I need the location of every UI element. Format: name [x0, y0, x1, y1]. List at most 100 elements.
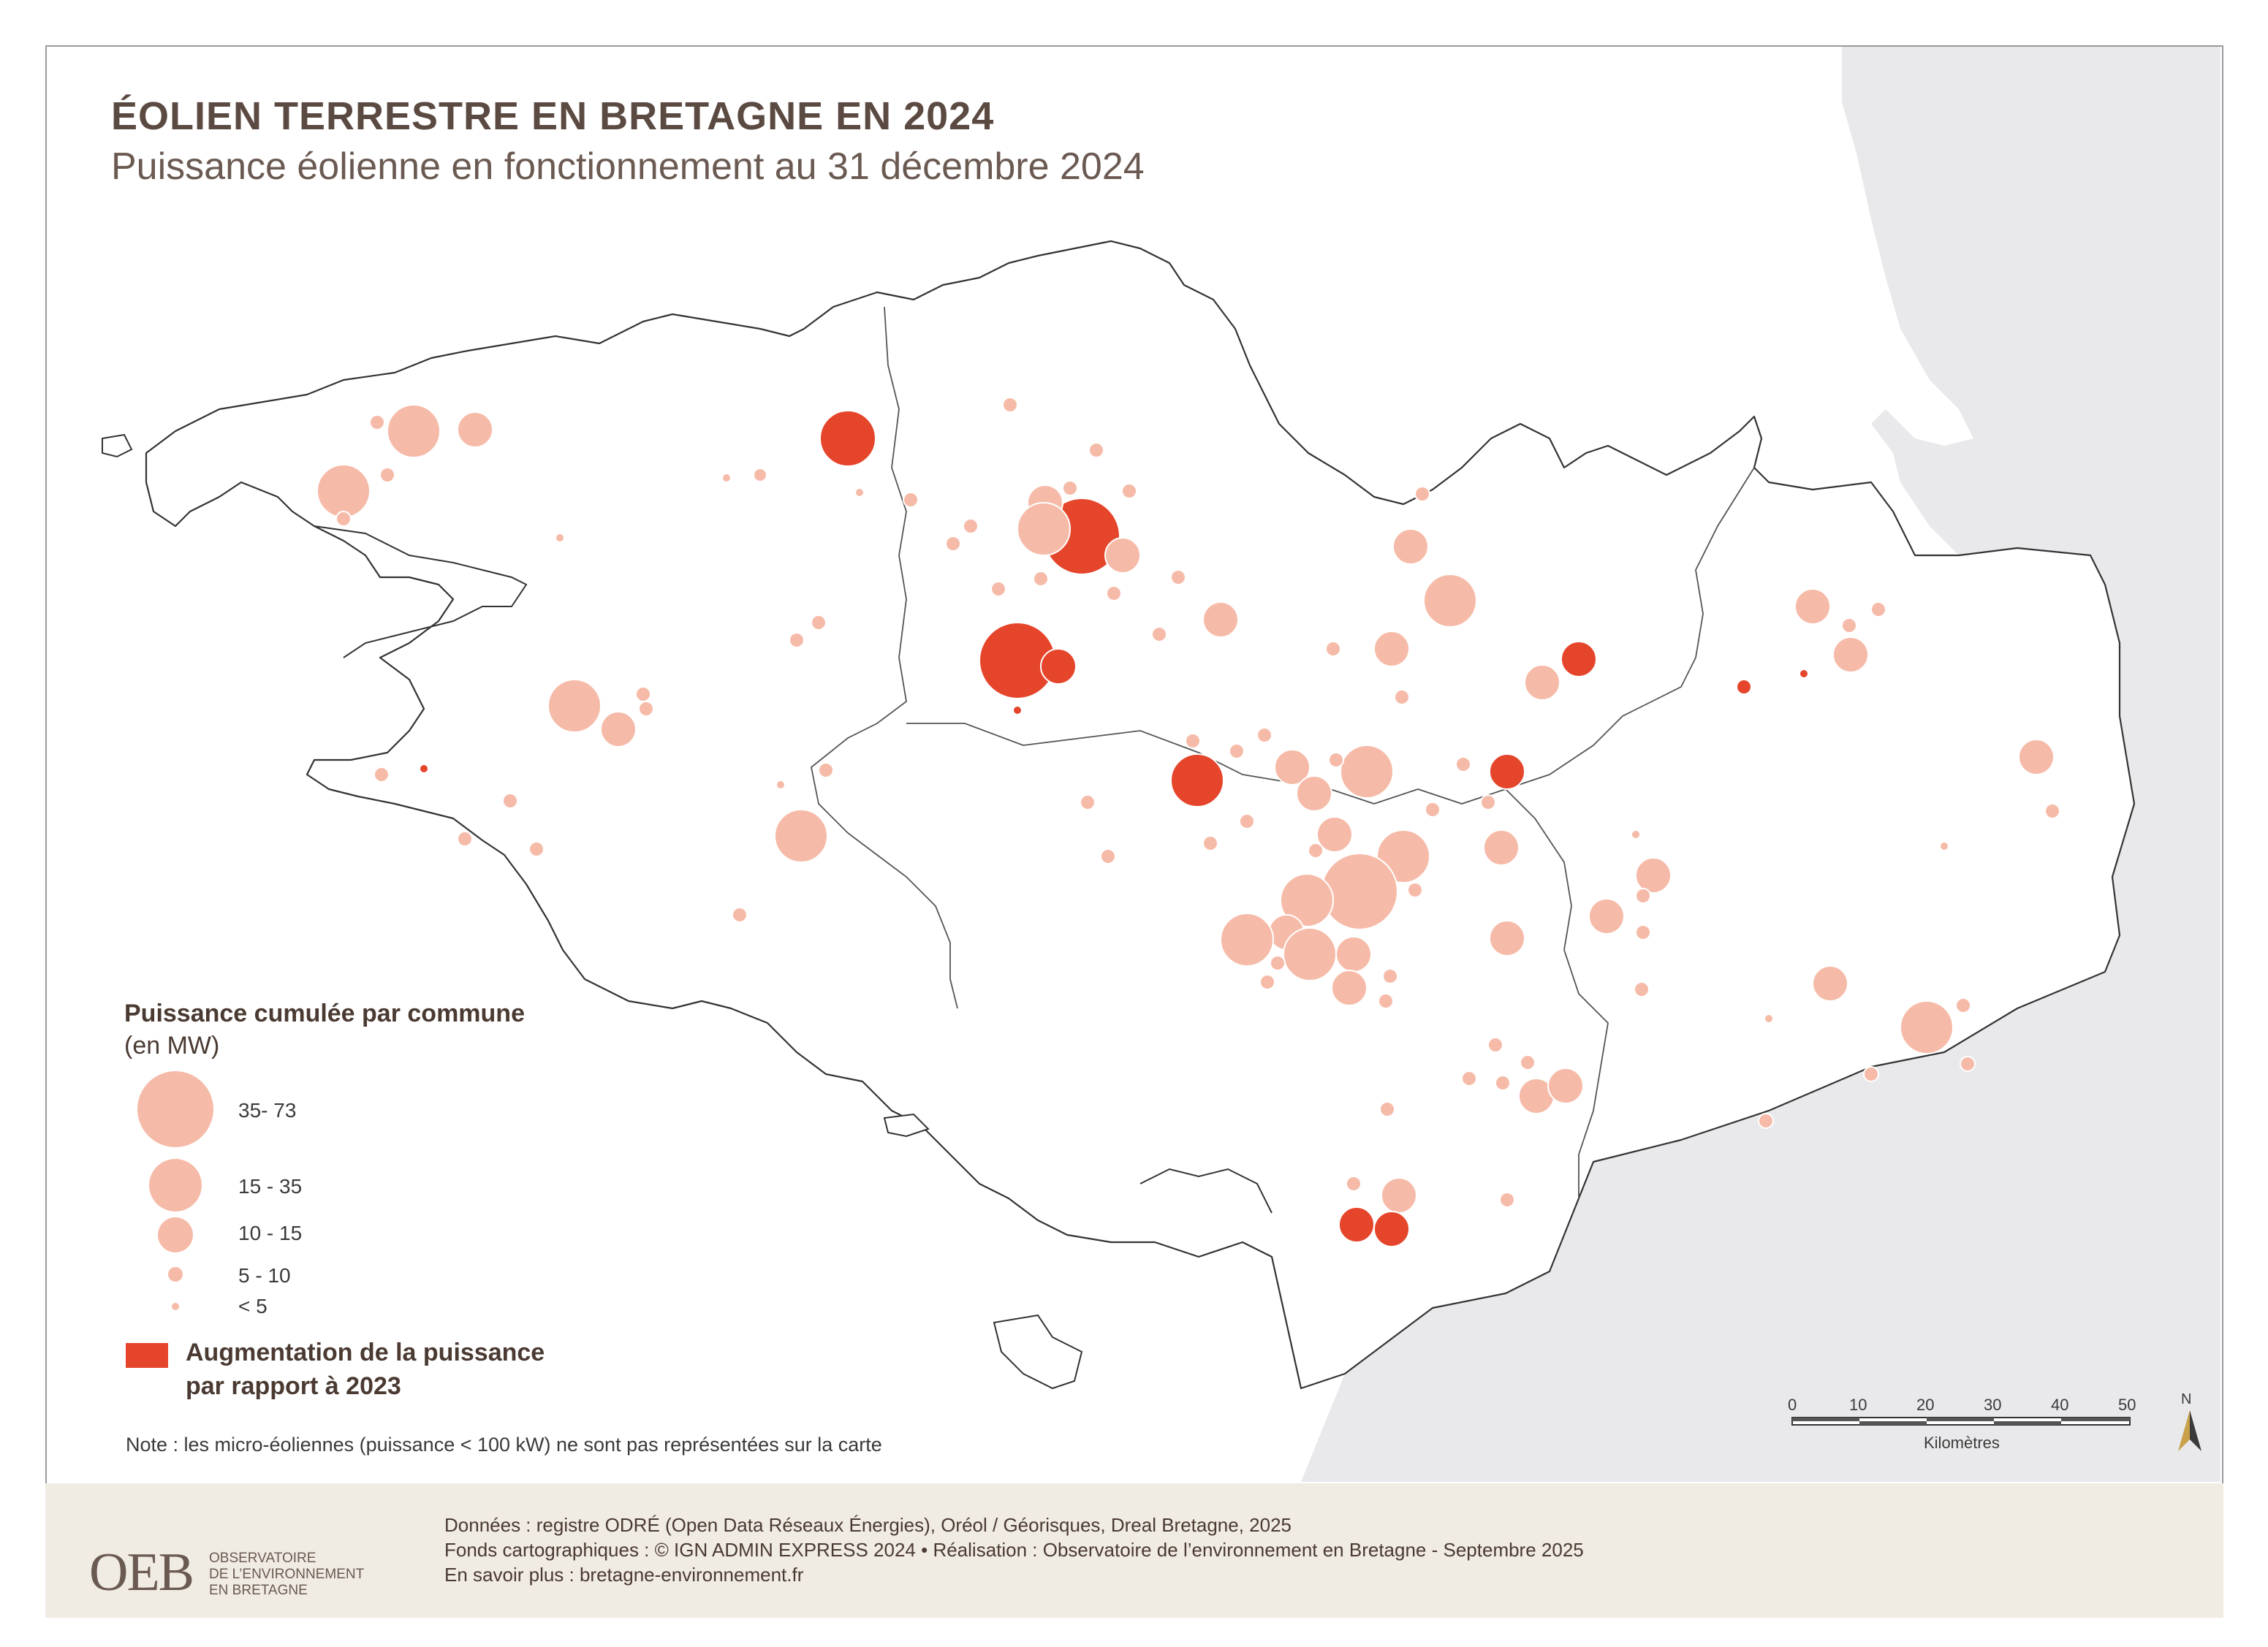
commune-circle [1280, 873, 1334, 927]
footer [45, 1483, 2223, 1618]
rade-de-brest [314, 525, 528, 658]
commune-circle [1794, 588, 1831, 625]
commune-circle [1736, 679, 1752, 695]
commune-circle [945, 536, 961, 552]
department-boundary-cotes-darmor [906, 467, 1755, 805]
oeb-logo-sub3: EN BRETAGNE [209, 1583, 308, 1598]
legend-circle-15-35 [149, 1159, 202, 1212]
commune-circle [903, 492, 919, 508]
commune-circle [1520, 1054, 1536, 1070]
footer-credits: Fonds cartographiques : © IGN ADMIN EXPR… [444, 1539, 1584, 1561]
commune-circle [1316, 816, 1353, 853]
commune-circle [1394, 689, 1410, 705]
commune-circle [1259, 974, 1275, 990]
scale-tick: 30 [1984, 1396, 2002, 1414]
commune-circle [1151, 626, 1167, 642]
legend-label-lt-5: < 5 [238, 1295, 268, 1317]
commune-circle [1499, 1192, 1515, 1208]
commune-circle [1765, 1015, 1772, 1022]
legend-circle-lt-5 [172, 1303, 179, 1310]
footer-sources: Données : registre ODRÉ (Open Data Résea… [444, 1514, 1292, 1536]
commune-circle [1941, 842, 1948, 850]
commune-circle [1758, 1113, 1774, 1129]
commune-circle [1202, 601, 1239, 638]
commune-circle [732, 907, 748, 923]
commune-circle [1524, 664, 1560, 701]
commune-circle [1382, 968, 1398, 984]
brittany-land [145, 240, 2136, 1390]
commune-circle [1863, 1066, 1879, 1082]
map-subtitle: Puissance éolienne en fonctionnement au … [111, 145, 1145, 188]
commune-circle [1635, 888, 1651, 904]
commune-circle [1328, 752, 1344, 768]
scale-tick: 50 [2118, 1396, 2136, 1414]
legend-label-10-15: 10 - 15 [238, 1222, 303, 1244]
commune-circle [1002, 397, 1018, 413]
scale-tick: 10 [1849, 1396, 1867, 1414]
commune-circle [1425, 802, 1441, 818]
north-arrow-icon [2178, 1410, 2201, 1451]
legend-increase-swatch [126, 1343, 168, 1368]
commune-circle [556, 534, 564, 541]
commune-circle [1220, 913, 1274, 967]
commune-circle [1407, 882, 1423, 898]
commune-circle [1489, 753, 1525, 790]
commune-circle [1841, 617, 1857, 634]
commune-circle [502, 793, 518, 809]
commune-circle [457, 831, 473, 847]
commune-circle [990, 581, 1006, 597]
map-title: ÉOLIEN TERRESTRE EN BRETAGNE EN 2024 [111, 94, 995, 138]
commune-circle [1392, 528, 1429, 565]
commune-circle [1960, 1056, 1976, 1072]
commune-circle [1229, 743, 1245, 759]
golfe-du-morbihan [1139, 1168, 1273, 1214]
commune-circle [1373, 631, 1410, 667]
commune-circle [1832, 636, 1869, 673]
oeb-logo-sub1: OBSERVATOIRE [209, 1551, 316, 1566]
commune-circle [335, 511, 352, 527]
legend-circle-5-10 [168, 1267, 183, 1282]
commune-circle [1414, 486, 1430, 502]
commune-circle [1588, 898, 1625, 935]
legend-circle-10-15 [158, 1217, 193, 1252]
commune-circle [1274, 749, 1311, 786]
commune-circle [1455, 756, 1471, 772]
footer-link[interactable]: En savoir plus : bretagne-environnement.… [444, 1564, 804, 1586]
commune-circle [1812, 965, 1848, 1002]
commune-circle [1480, 794, 1496, 810]
commune-circle [316, 464, 371, 518]
commune-circle [963, 518, 979, 534]
belle-ile [993, 1314, 1083, 1390]
commune-circle [1635, 924, 1651, 940]
commune-circle [1560, 641, 1597, 677]
scale-unit: Kilomètres [1924, 1434, 2000, 1452]
commune-circle [1634, 981, 1650, 997]
scale-bar [1791, 1417, 2131, 1426]
commune-circle [1062, 480, 1078, 496]
commune-circle [1547, 1068, 1584, 1104]
commune-circle [2044, 803, 2060, 819]
commune-circle [420, 765, 428, 772]
commune-circle [818, 762, 834, 778]
commune-circle [811, 615, 827, 631]
commune-circle [1635, 857, 1672, 894]
legend-symbols [126, 1071, 213, 1368]
department-boundary-finistere [811, 306, 958, 1009]
legend-label-5-10: 5 - 10 [238, 1264, 291, 1287]
commune-circle [819, 410, 876, 467]
commune-circle [777, 781, 784, 788]
commune-circle [1014, 707, 1021, 714]
scale-tick: 0 [1788, 1396, 1797, 1414]
ouessant [102, 433, 133, 458]
commune-circle [1106, 585, 1122, 601]
groix [883, 1113, 930, 1138]
commune-circle [635, 686, 651, 702]
commune-circle [1378, 993, 1394, 1009]
commune-circle [1185, 733, 1201, 749]
commune-circle [1423, 574, 1477, 628]
legend-label-35-73: 35- 73 [238, 1099, 297, 1122]
commune-circle [856, 489, 863, 496]
commune-circle [2018, 739, 2055, 775]
commune-circle [1239, 813, 1255, 829]
